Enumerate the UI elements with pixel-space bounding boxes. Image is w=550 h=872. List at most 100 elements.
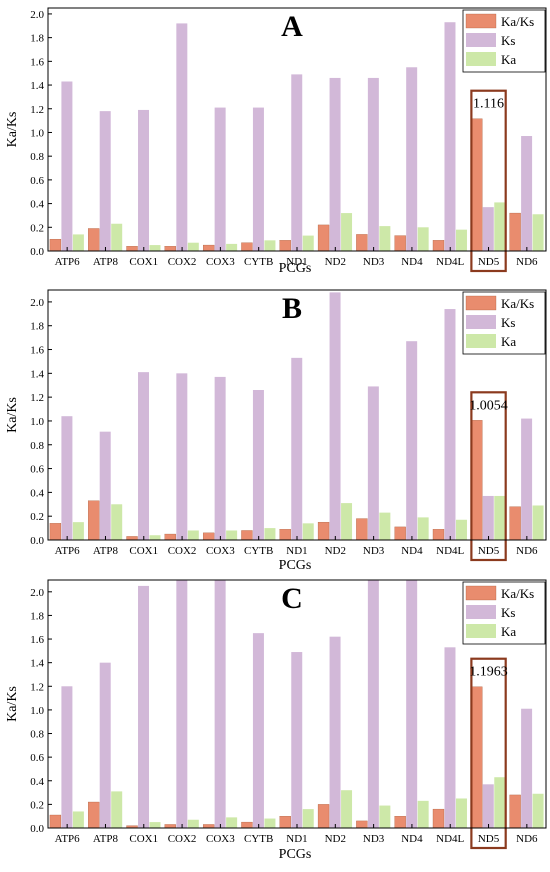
nd5-highlight-box: [470, 89, 507, 273]
plot-frame: [47, 289, 547, 541]
y-tick-label: 1.8: [30, 33, 44, 45]
bar-ks-cox3: [214, 580, 226, 828]
bar-ks-cox1: [138, 109, 150, 251]
x-tick-label: CYTB: [244, 545, 273, 557]
bar-ka-cytb: [264, 240, 276, 251]
bar-ks-cox1: [138, 585, 150, 828]
bar-ka-ks-nd4l: [432, 529, 445, 541]
bar-ka-ks-cox2: [164, 533, 176, 541]
y-tick-label: 1.4: [30, 80, 44, 92]
bar-ka-nd4: [417, 517, 429, 540]
bar-ka-ks-atp6: [49, 238, 62, 252]
y-tick-label: 1.4: [30, 658, 44, 670]
bar-ka-ks-nd5: [471, 420, 483, 541]
y-tick-label: 1.8: [30, 321, 44, 333]
bar-ks-nd5: [482, 207, 494, 251]
bar-ka-ks-nd1: [279, 529, 291, 541]
bar-ka-cox3: [226, 243, 238, 251]
legend-swatch-ka: [466, 334, 496, 348]
bar-ka-ks-nd3: [356, 820, 368, 829]
bar-ka-nd1: [302, 809, 314, 828]
bar-ka-ks-atp6: [49, 523, 62, 541]
x-tick-label: COX3: [206, 256, 235, 268]
legend: Ka/Ks Ks Ka: [462, 291, 546, 355]
y-tick-label: 1.0: [30, 705, 44, 717]
x-tick-label: ND1: [286, 545, 307, 557]
x-tick-label: ND1: [286, 833, 307, 845]
x-tick-label: ATP8: [93, 545, 119, 557]
bar-ka-atp6: [72, 522, 84, 540]
legend: Ka/Ks Ks Ka: [462, 581, 546, 645]
bar-ka-ks-atp6: [49, 814, 62, 829]
y-tick-label: 0.8: [30, 151, 44, 163]
bar-ka-ks-nd4: [394, 235, 406, 252]
bar-ks-atp8: [99, 431, 111, 540]
y-tick-label: 0.6: [30, 752, 44, 764]
bar-ks-nd4: [406, 580, 418, 828]
legend: Ka/Ks Ks Ka: [462, 9, 546, 73]
y-tick-label: 0.4: [30, 199, 44, 211]
x-tick-label: CYTB: [244, 256, 273, 268]
y-tick-label: 0.2: [30, 222, 44, 234]
legend-label-ka-ks: Ka/Ks: [501, 14, 534, 29]
x-tick-label: COX3: [206, 833, 235, 845]
bar-ka-ks-cox3: [202, 244, 215, 252]
nd5-highlight-box: [470, 391, 507, 562]
x-tick-label: ND2: [325, 545, 346, 557]
x-tick-label: ND5: [478, 545, 500, 557]
bar-ka-ks-nd2: [317, 224, 330, 252]
y-tick-label: 1.2: [30, 681, 44, 693]
x-tick-label: ND6: [516, 545, 538, 557]
bar-ka-cox2: [187, 530, 199, 540]
bar-ka-ks-nd2: [317, 521, 330, 541]
bar-ka-ks-cox2: [164, 246, 176, 252]
bar-ka-ks-cytb: [241, 242, 253, 252]
y-tick-label: 0.0: [30, 535, 44, 547]
bar-ka-ks-nd5: [471, 118, 483, 252]
bar-ks-nd6: [521, 708, 533, 828]
bar-ks-nd2: [329, 292, 341, 540]
y-tick-label: 1.8: [30, 610, 44, 622]
legend-swatch-ka-ks: [465, 13, 497, 29]
bar-ks-nd6: [521, 136, 533, 251]
bar-ka-nd4l: [455, 798, 467, 828]
x-tick-label: ND3: [363, 545, 385, 557]
x-tick-label: ATP6: [55, 833, 81, 845]
bar-ks-atp8: [99, 662, 111, 828]
y-tick-label: 0.2: [30, 511, 44, 523]
x-tick-label: COX1: [129, 256, 158, 268]
bar-ks-cox1: [138, 372, 150, 540]
annotation-value: 1.116: [473, 97, 504, 112]
bar-ka-nd5: [494, 202, 506, 251]
bar-ka-ks-nd4l: [432, 240, 445, 252]
bar-ka-ks-nd6: [509, 506, 521, 541]
y-tick-label: 0.8: [30, 440, 44, 452]
bar-ks-atp8: [99, 111, 111, 251]
bar-ka-ks-cox2: [164, 824, 176, 829]
bar-ka-ks-atp8: [88, 801, 100, 829]
bar-ka-nd4l: [455, 519, 467, 540]
x-tick-label: ATP8: [93, 256, 119, 268]
bar-ka-nd5: [494, 777, 506, 828]
bar-ka-atp6: [72, 234, 84, 251]
bar-ka-nd5: [494, 495, 506, 540]
chart-panel-a: 0.0 0.2 0.4 0.6 0.8 1.0 1.2 1.4 1.6 1.8 2.0 ATP6 ATP…: [5, 7, 547, 276]
x-axis-title: PCGs: [279, 558, 312, 573]
bar-ka-nd1: [302, 523, 314, 540]
y-axis-title: Ka/Ks: [5, 686, 20, 722]
y-tick-label: 1.6: [30, 56, 44, 68]
bar-ka-nd4: [417, 227, 429, 251]
legend-label-ka: Ka: [501, 624, 516, 639]
bar-ks-atp6: [61, 416, 73, 540]
x-tick-label: CYTB: [244, 833, 273, 845]
y-tick-label: 0.0: [30, 823, 44, 835]
legend-label-ka: Ka: [501, 52, 516, 67]
bar-ka-cox1: [149, 822, 161, 828]
bar-ks-nd3: [367, 386, 379, 540]
y-tick-label: 1.6: [30, 634, 44, 646]
bar-ks-cox3: [214, 376, 226, 540]
x-tick-label: ATP6: [55, 256, 81, 268]
legend-label-ka-ks: Ka/Ks: [501, 586, 534, 601]
legend-swatch-ka-ks: [465, 295, 497, 311]
